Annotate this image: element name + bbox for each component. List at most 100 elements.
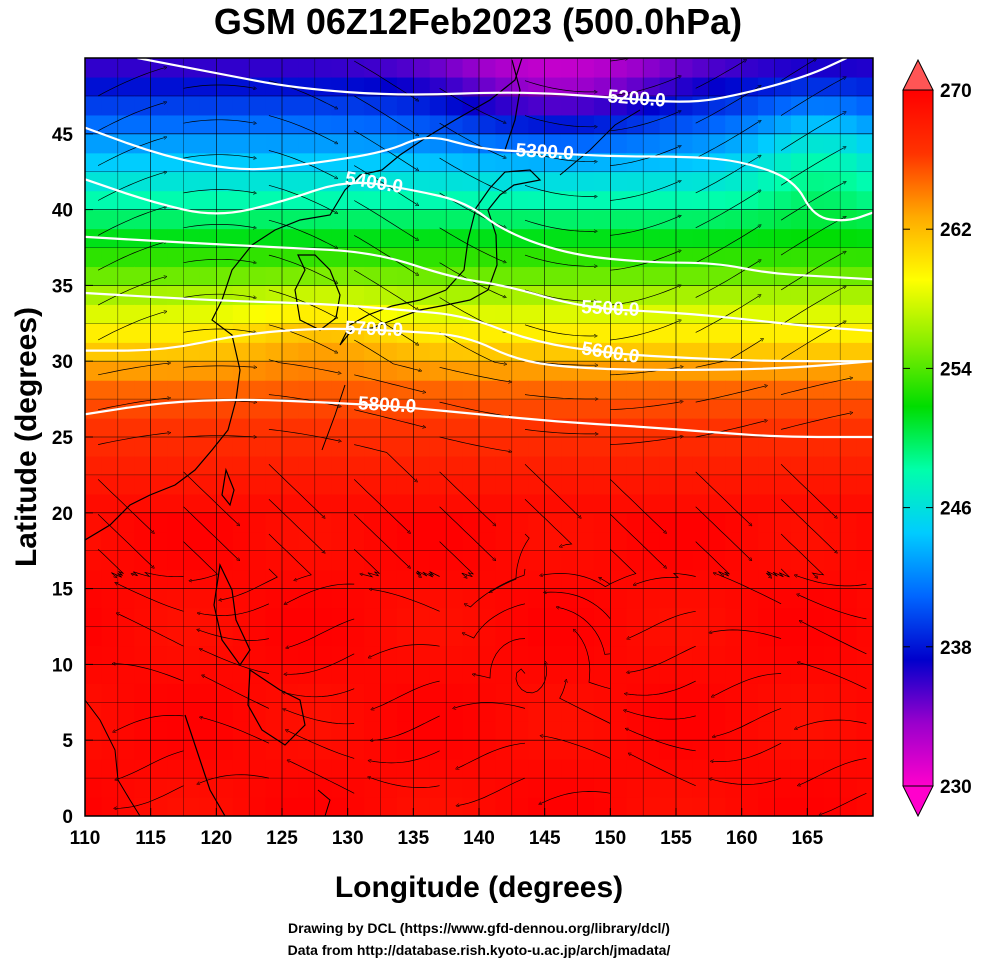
heatmap-cell: [331, 380, 349, 400]
heatmap-cell: [413, 626, 431, 647]
heatmap-cell: [167, 437, 185, 457]
heatmap-cell: [314, 247, 332, 268]
heatmap-cell: [347, 342, 365, 362]
heatmap-cell: [117, 664, 135, 684]
heatmap-cell: [610, 247, 628, 268]
heatmap-cell: [692, 588, 710, 609]
heatmap-cell: [314, 550, 332, 571]
heatmap-cell: [544, 474, 562, 495]
heatmap-cell: [823, 361, 841, 381]
heatmap-cell: [856, 418, 873, 438]
heatmap-cell: [495, 266, 513, 286]
streamline: [268, 498, 324, 552]
heatmap-cell: [347, 588, 365, 609]
colorbar-tick-label: 230: [940, 777, 972, 798]
heatmap-cell: [331, 531, 349, 552]
heatmap-cell: [265, 702, 283, 722]
heatmap-cell: [462, 171, 480, 192]
heatmap-cell: [249, 58, 267, 78]
heatmap-cell: [298, 95, 316, 116]
heatmap-cell: [840, 588, 858, 609]
heatmap-cell: [347, 493, 365, 514]
heatmap-cell: [626, 171, 644, 192]
heatmap-cell: [708, 437, 726, 457]
heatmap-cell: [429, 361, 447, 381]
heatmap-cell: [298, 455, 316, 476]
heatmap-cell: [758, 512, 776, 533]
heatmap-cell: [347, 626, 365, 647]
heatmap-cell: [216, 588, 234, 609]
heatmap-cell: [199, 664, 217, 684]
heatmap-cell: [643, 152, 661, 173]
heatmap-cell: [183, 380, 201, 400]
heatmap-cell: [561, 588, 579, 609]
heatmap-cell: [314, 683, 332, 703]
heatmap-cell: [413, 702, 431, 722]
streamline: [287, 618, 355, 648]
heatmap-cell: [167, 569, 185, 590]
heatmap-cell: [429, 702, 447, 722]
streamline: [695, 261, 760, 298]
heatmap-cell: [314, 342, 332, 362]
heatmap-cell: [758, 228, 776, 249]
heatmap-cell: [167, 114, 185, 135]
heatmap-cell: [544, 683, 562, 703]
heatmap-cell: [528, 95, 546, 116]
heatmap-cell: [725, 437, 743, 457]
heatmap-cell: [446, 76, 464, 97]
streamline: [183, 293, 255, 297]
heatmap-cell: [413, 569, 431, 590]
heatmap-cell: [708, 664, 726, 684]
heatmap-cell: [331, 95, 349, 116]
heatmap-cell: [446, 493, 464, 514]
heatmap-cell: [216, 266, 234, 286]
heatmap-cell: [790, 114, 808, 135]
heatmap-cell: [380, 512, 398, 533]
heatmap-cell: [528, 171, 546, 192]
heatmap-cell: [298, 152, 316, 173]
heatmap-cell: [577, 342, 595, 362]
heatmap-cell: [364, 133, 382, 154]
heatmap-cell: [676, 550, 694, 571]
heatmap-cell: [823, 740, 841, 760]
heatmap-cell: [659, 569, 677, 590]
streamline: [439, 471, 495, 525]
heatmap-cell: [758, 209, 776, 230]
heatmap-cell: [708, 740, 726, 760]
heatmap-cell: [676, 152, 694, 173]
heatmap-cell: [167, 58, 185, 78]
streamline: [610, 59, 626, 62]
heatmap-cell: [282, 531, 300, 552]
heatmap-cell: [380, 58, 398, 78]
heatmap-cell: [676, 474, 694, 495]
heatmap-cell: [577, 380, 595, 400]
heatmap-cell: [807, 797, 825, 816]
heatmap-cell: [396, 778, 414, 798]
heatmap-cell: [593, 209, 611, 230]
heatmap-cell: [659, 683, 677, 703]
heatmap-cell: [741, 58, 759, 78]
heatmap-cell: [167, 209, 185, 230]
heatmap-cell: [183, 418, 201, 438]
coastline-layer: [85, 58, 641, 816]
heatmap-cell: [85, 512, 103, 533]
heatmap-cell: [216, 721, 234, 741]
heatmap-cell: [249, 380, 267, 400]
heatmap-cell: [544, 702, 562, 722]
heatmap-cell: [331, 626, 349, 647]
heatmap-cell: [298, 664, 316, 684]
heatmap-cell: [232, 550, 250, 571]
heatmap-cell: [544, 607, 562, 628]
streamline: [713, 673, 782, 697]
streamline: [97, 277, 165, 306]
heatmap-cell: [823, 342, 841, 362]
heatmap-cell: [413, 645, 431, 665]
heatmap-cell: [692, 437, 710, 457]
heatmap-cell: [577, 569, 595, 590]
heatmap-cell: [610, 531, 628, 552]
heatmap-cell: [396, 361, 414, 381]
heatmap-cell: [774, 266, 792, 286]
streamline: [183, 506, 239, 560]
heatmap-cell: [396, 209, 414, 230]
heatmap-cell: [249, 114, 267, 135]
